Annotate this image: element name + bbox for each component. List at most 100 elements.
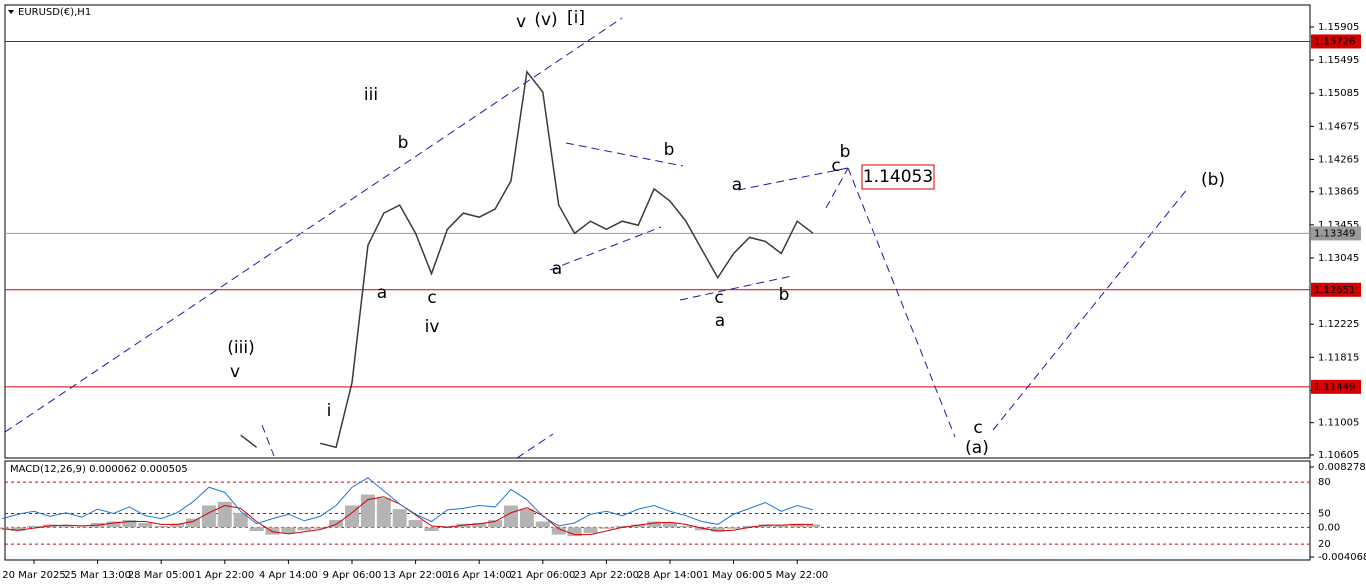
x-tick-label: 13 Apr 22:00 — [383, 570, 448, 581]
histogram-bar — [567, 527, 582, 537]
wave-label: b — [664, 140, 675, 160]
histogram-bar — [440, 525, 455, 528]
y-tick-label: 0.00 — [1318, 522, 1340, 533]
y-tick-label: 1.12225 — [1318, 319, 1359, 330]
x-tick-label: 1 May 06:00 — [702, 570, 764, 581]
wave-label: iii — [364, 85, 378, 105]
y-tick-label: 1.11005 — [1318, 418, 1359, 429]
histogram-bar — [154, 525, 169, 528]
y-tick-label: 1.10605 — [1318, 450, 1359, 461]
histogram-bar — [647, 521, 662, 528]
chart-title: EURUSD(€),H1 — [18, 7, 91, 18]
wave-label: v — [230, 362, 240, 382]
histogram-bar — [535, 521, 550, 528]
histogram-bar — [726, 527, 741, 529]
histogram-bar — [11, 527, 26, 531]
histogram-bar — [313, 527, 328, 529]
histogram-bar — [790, 523, 805, 528]
level-label: 1.12651 — [1314, 285, 1355, 296]
histogram-bar — [551, 527, 566, 535]
macd-title: MACD(12,26,9) 0.000062 0.000505 — [10, 464, 188, 475]
wave-label: b — [398, 133, 409, 153]
x-tick-label: 23 Apr 22:00 — [574, 570, 639, 581]
histogram-bar — [806, 524, 821, 528]
y-tick-label: -0.004068 — [1318, 552, 1366, 563]
histogram-bar — [329, 520, 344, 528]
histogram-bar — [758, 524, 773, 528]
wave-label: b — [779, 285, 790, 305]
level-label-bg — [1311, 379, 1361, 394]
histogram-bar — [663, 522, 677, 528]
wave-label: b — [840, 142, 851, 162]
x-tick-label: 4 Apr 14:00 — [259, 570, 318, 581]
histogram-bar — [631, 524, 646, 528]
x-tick-label: 28 Mar 05:00 — [128, 570, 195, 581]
wave-label: (iii) — [227, 338, 254, 358]
histogram-bar — [249, 527, 264, 531]
wave-label: (b) — [1201, 170, 1225, 190]
histogram-bar — [424, 527, 439, 531]
histogram-bar — [392, 509, 407, 528]
price-panel — [4, 4, 1311, 459]
level-label-bg — [1311, 282, 1361, 297]
histogram-bar — [678, 525, 693, 528]
histogram-bar — [201, 505, 216, 528]
y-tick-label: 1.15495 — [1318, 55, 1359, 66]
histogram-bar — [170, 523, 185, 528]
y-tick-label: 1.11815 — [1318, 352, 1359, 363]
x-tick-label: 25 Mar 13:00 — [64, 570, 131, 581]
wave-label: [i] — [567, 8, 585, 28]
trend-lines — [5, 17, 1189, 458]
histogram-bar — [74, 526, 89, 528]
histogram-bar — [615, 525, 630, 528]
histogram-bar — [408, 520, 423, 528]
histogram-bar — [281, 527, 296, 534]
x-tick-label: 9 Apr 06:00 — [323, 570, 382, 581]
y-tick-label: 1.15085 — [1318, 88, 1359, 99]
histogram-bar — [472, 522, 487, 528]
histogram-bar — [599, 527, 614, 529]
x-tick-label: 21 Apr 06:00 — [510, 570, 575, 581]
histogram-bar — [742, 525, 757, 528]
target-box — [861, 164, 935, 190]
menu-arrow — [8, 10, 14, 14]
histogram-bar — [376, 498, 391, 528]
histogram-bar — [138, 522, 153, 528]
x-tick-label: 16 Apr 14:00 — [447, 570, 512, 581]
histogram-bar — [0, 527, 10, 530]
histogram-bar — [233, 512, 248, 528]
wave-label: c — [973, 418, 982, 438]
histogram-bar — [504, 505, 518, 528]
wave-label: v — [516, 12, 526, 32]
wave-label: iv — [425, 317, 440, 337]
wave-label: a — [377, 283, 387, 303]
histogram-bar — [217, 501, 232, 528]
wave-label: (a) — [965, 438, 989, 458]
y-tick-label: 0.008278 — [1318, 462, 1366, 473]
level-label: 1.11449 — [1314, 382, 1355, 393]
histogram-bar — [297, 527, 312, 531]
macd-line — [2, 477, 814, 527]
level-label-bg — [1311, 226, 1361, 241]
histogram-bar — [27, 525, 41, 528]
y-tick-label: 20 — [1318, 539, 1331, 550]
x-tick-label: 1 Apr 22:00 — [195, 570, 254, 581]
wave-label: a — [715, 311, 725, 331]
wave-label: c — [427, 288, 436, 308]
y-tick-label: 80 — [1318, 477, 1331, 488]
wave-label: a — [732, 175, 742, 195]
y-tick-label: 1.13865 — [1318, 187, 1359, 198]
y-tick-label: 1.13455 — [1318, 220, 1359, 231]
price-line — [240, 434, 258, 448]
x-tick-label: 5 May 22:00 — [766, 570, 828, 581]
y-tick-label: 1.14675 — [1318, 121, 1359, 132]
histogram-bar — [265, 527, 280, 535]
macd-line — [2, 496, 814, 536]
wave-label: (v) — [534, 10, 557, 30]
level-label: 1.15726 — [1314, 36, 1355, 47]
y-tick-label: 1.14265 — [1318, 154, 1359, 165]
histogram-bar — [519, 509, 534, 528]
histogram-bar — [186, 518, 200, 528]
level-label-bg — [1311, 34, 1361, 49]
